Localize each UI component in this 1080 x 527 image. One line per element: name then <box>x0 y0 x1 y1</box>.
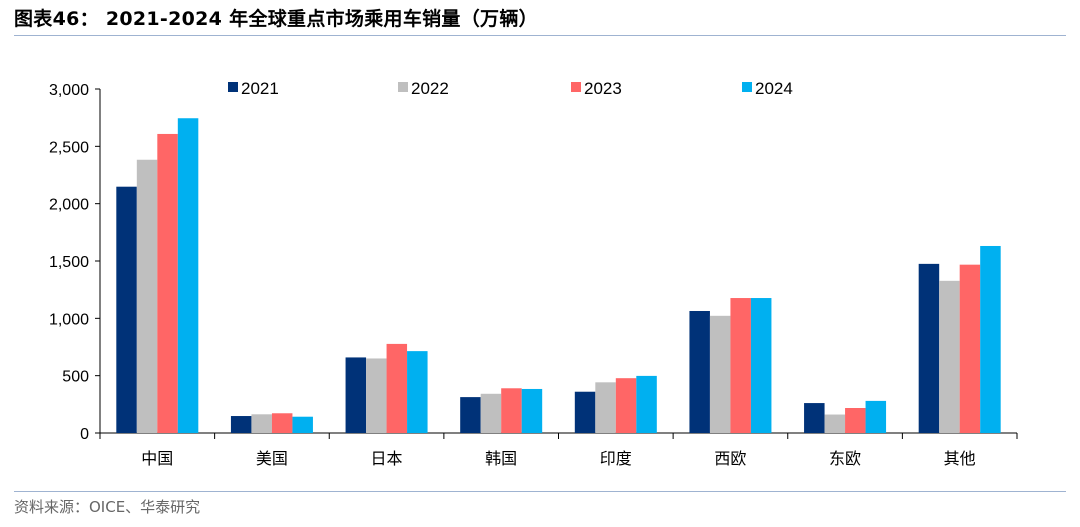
x-tick-label: 其他 <box>944 449 976 468</box>
bar-2022-1 <box>251 414 272 433</box>
x-tick-label: 韩国 <box>485 449 517 468</box>
bar-2023-3 <box>501 388 522 433</box>
bar-2023-5 <box>730 298 751 433</box>
x-tick-label: 日本 <box>371 449 403 468</box>
y-tick-label: 500 <box>62 369 89 386</box>
bar-2022-6 <box>824 414 846 433</box>
x-tick-label: 东欧 <box>829 449 861 468</box>
bar-chart: 0 500 1,000 1,500 2,000 2,500 3,000 中国 美国 日本 韩国 印度… <box>49 79 1018 468</box>
y-tick-label: 1,500 <box>49 254 89 271</box>
bar-2021-1 <box>230 416 252 433</box>
legend-label-2024: 2024 <box>755 79 793 98</box>
bar-2021-7 <box>918 263 940 433</box>
bars <box>116 118 1001 434</box>
bar-2023-0 <box>157 133 178 433</box>
x-tick-label: 印度 <box>600 449 632 468</box>
y-axis: 0 500 1,000 1,500 2,000 2,500 3,000 <box>49 82 101 443</box>
y-tick-label: 2,500 <box>49 139 89 156</box>
bar-2024-2 <box>407 351 428 433</box>
x-tick-label: 中国 <box>141 449 173 468</box>
figure-title: 图表46： 2021-2024 年全球重点市场乘用车销量（万辆） <box>14 8 538 30</box>
bar-2022-3 <box>480 393 502 433</box>
bar-2023-7 <box>959 264 981 433</box>
bar-2022-2 <box>366 358 387 433</box>
bar-2023-6 <box>845 408 866 433</box>
bar-2022-5 <box>709 315 731 433</box>
legend-swatch-2022 <box>398 82 408 92</box>
y-tick-label: 3,000 <box>49 82 89 99</box>
bar-2022-7 <box>939 280 960 433</box>
bar-2022-4 <box>595 382 616 433</box>
bar-2024-5 <box>750 298 772 433</box>
bar-2021-3 <box>460 397 481 433</box>
bar-2021-5 <box>689 310 710 433</box>
legend-swatch-2023 <box>571 82 581 92</box>
bar-2023-1 <box>271 413 293 433</box>
y-tick-label: 2,000 <box>49 197 89 214</box>
y-tick-label: 0 <box>80 426 89 443</box>
legend-label-2022: 2022 <box>411 79 449 98</box>
bar-2023-2 <box>386 343 408 433</box>
bar-2024-6 <box>865 400 887 433</box>
legend-swatch-2024 <box>742 82 752 92</box>
bar-2024-3 <box>521 388 543 433</box>
bar-2021-4 <box>574 391 596 433</box>
source-divider <box>14 491 1066 492</box>
bar-2024-7 <box>980 245 1001 433</box>
x-tick-label: 西欧 <box>714 449 746 468</box>
bar-2024-1 <box>292 416 313 433</box>
legend-swatch-2021 <box>228 82 238 92</box>
bar-2024-4 <box>636 375 657 433</box>
x-tick-label: 美国 <box>256 449 288 468</box>
bar-2023-4 <box>615 378 637 433</box>
bar-2022-0 <box>136 159 158 433</box>
x-axis: 中国 美国 日本 韩国 印度 西欧 东欧 其他 <box>99 432 1018 468</box>
title-divider <box>14 35 1066 36</box>
bar-2021-2 <box>345 357 367 433</box>
legend-label-2021: 2021 <box>241 79 279 98</box>
y-tick-label: 1,000 <box>49 311 89 328</box>
source-note: 资料来源：OICE、华泰研究 <box>14 498 201 516</box>
bar-2024-0 <box>177 118 199 434</box>
bar-2021-0 <box>116 186 137 433</box>
legend-label-2023: 2023 <box>584 79 622 98</box>
legend: 2021 2022 2023 2024 <box>228 79 793 98</box>
bar-2021-6 <box>804 403 825 433</box>
